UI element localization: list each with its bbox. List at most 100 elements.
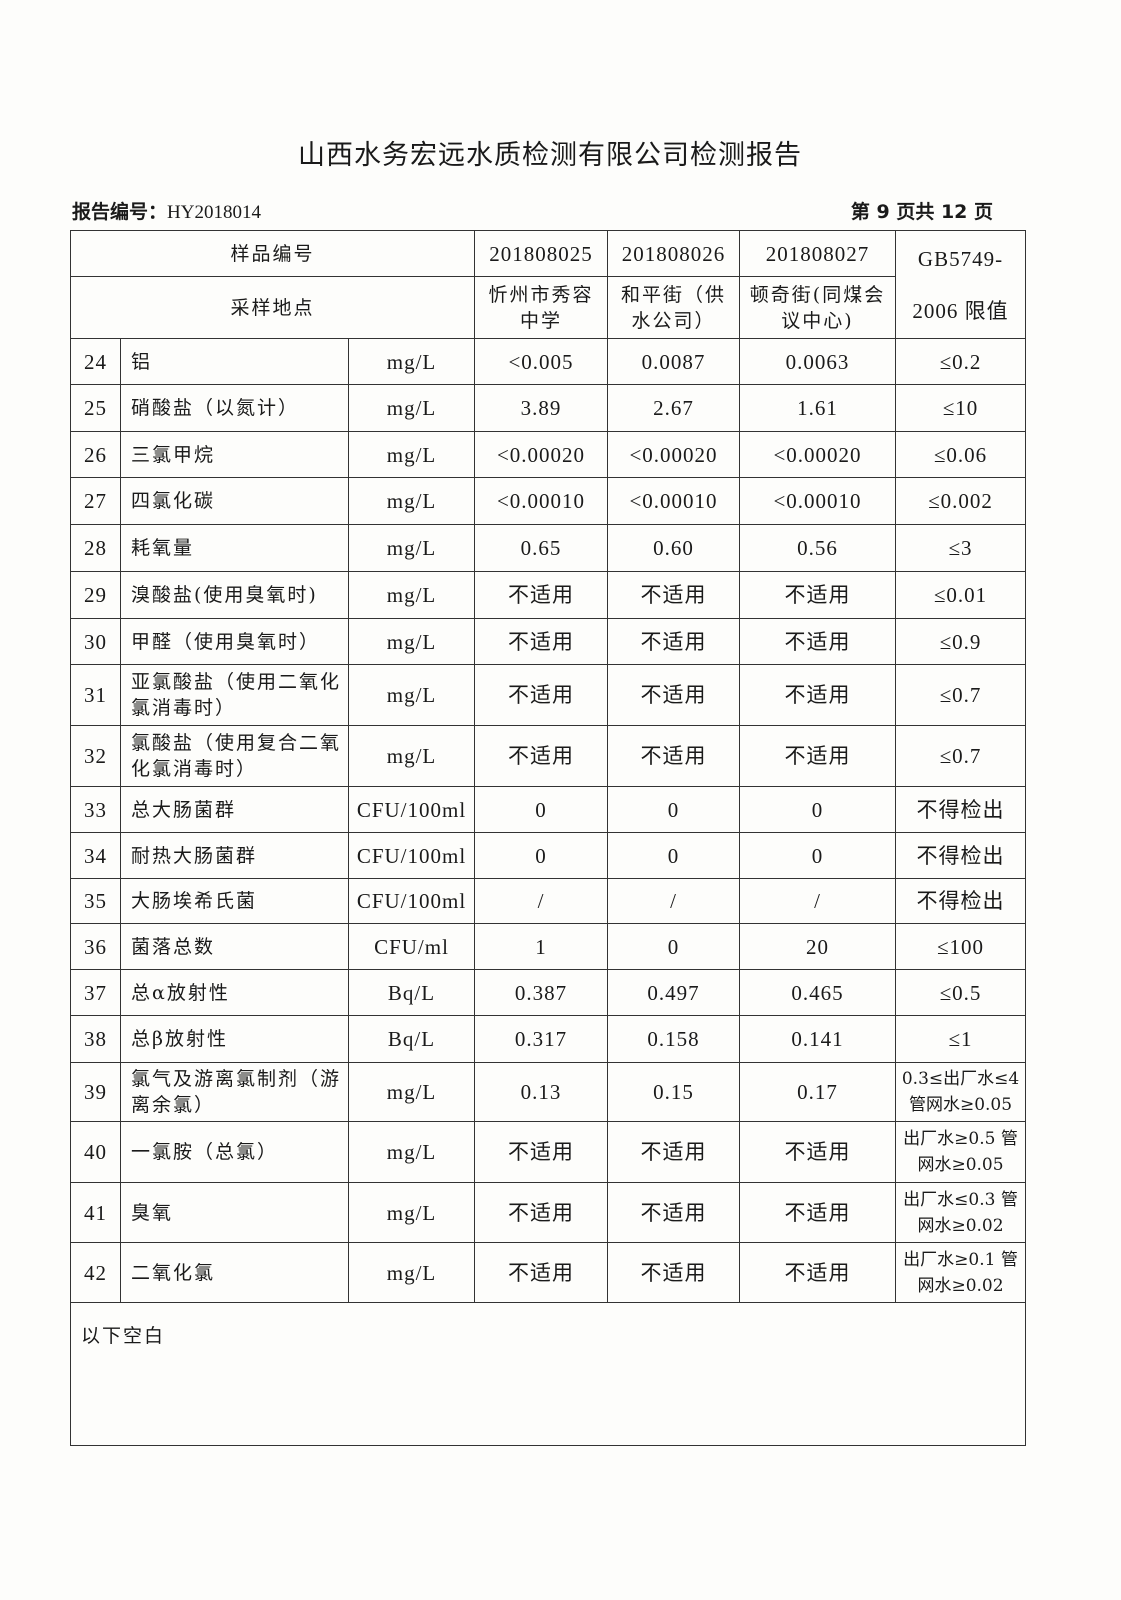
sample-value: 0.141	[739, 1015, 897, 1063]
item-unit: mg/L	[347, 431, 476, 478]
item-name: 臭氧	[120, 1182, 349, 1243]
item-name: 铝	[120, 338, 349, 385]
item-number: 25	[70, 384, 121, 432]
table-row: 36 菌落总数 CFU/ml 1 0 20 ≤100	[70, 923, 1027, 970]
sample-no: 201808026	[607, 230, 741, 277]
sample-no: 201808027	[739, 230, 897, 277]
sample-value: 0	[607, 832, 741, 879]
sample-value: 0.13	[474, 1062, 609, 1122]
footer-note: 以下空白	[69, 1302, 1027, 1446]
sample-value: 0.60	[607, 524, 741, 572]
limit-value: ≤0.002	[895, 477, 1027, 525]
sample-value: 不适用	[739, 1121, 897, 1183]
item-number: 36	[70, 923, 121, 970]
sample-value: 0.317	[474, 1015, 609, 1063]
sample-value: <0.00010	[607, 477, 741, 525]
item-unit: mg/L	[347, 477, 476, 525]
item-name: 氯酸盐（使用复合二氧化氯消毒时）	[120, 725, 349, 787]
item-number: 31	[70, 664, 121, 726]
sample-value: /	[739, 878, 897, 924]
item-unit: mg/L	[347, 571, 476, 619]
location-label: 采样地点	[69, 276, 476, 339]
limit-header: GB5749-2006 限值	[895, 230, 1027, 339]
sample-value: 0.0087	[607, 338, 741, 385]
table-row: 29 溴酸盐(使用臭氧时) mg/L 不适用 不适用 不适用 ≤0.01	[70, 571, 1027, 619]
sample-value: 0.158	[607, 1015, 741, 1063]
table-row: 34 耐热大肠菌群 CFU/100ml 0 0 0 不得检出	[70, 832, 1027, 879]
item-name: 大肠埃希氏菌	[120, 878, 349, 924]
sample-location: 顿奇街(同煤会议中心)	[739, 276, 897, 339]
sample-value: 0.0063	[739, 338, 897, 385]
sample-value: 0	[607, 923, 741, 970]
item-number: 39	[70, 1062, 121, 1122]
limit-value: 出厂水≥0.5 管网水≥0.05	[895, 1121, 1027, 1183]
limit-value: ≤0.9	[895, 618, 1027, 665]
sample-value: 0	[474, 832, 609, 879]
item-number: 24	[70, 338, 121, 385]
sample-value: 不适用	[474, 725, 609, 787]
sample-value: /	[474, 878, 609, 924]
footer-row: 以下空白	[69, 1302, 1027, 1446]
item-unit: CFU/ml	[347, 923, 476, 970]
item-name: 总β放射性	[120, 1015, 349, 1063]
sample-value: 不适用	[739, 1182, 897, 1243]
item-number: 34	[70, 832, 121, 879]
table-row: 31 亚氯酸盐（使用二氧化氯消毒时） mg/L 不适用 不适用 不适用 ≤0.7	[70, 664, 1027, 726]
table-row: 39 氯气及游离氯制剂（游离余氯） mg/L 0.13 0.15 0.17 0.3≤出厂水≤…	[70, 1062, 1027, 1122]
limit-value: ≤0.5	[895, 969, 1027, 1016]
sample-value: 0.465	[739, 969, 897, 1016]
item-name: 硝酸盐（以氮计）	[120, 384, 349, 432]
item-unit: mg/L	[347, 1062, 476, 1122]
item-name: 总α放射性	[120, 969, 349, 1016]
item-name: 三氯甲烷	[120, 431, 349, 478]
item-name: 一氯胺（总氯）	[120, 1121, 349, 1183]
table-row: 30 甲醛（使用臭氧时） mg/L 不适用 不适用 不适用 ≤0.9	[70, 618, 1027, 665]
table-row: 32 氯酸盐（使用复合二氧化氯消毒时） mg/L 不适用 不适用 不适用 ≤0.7	[70, 725, 1027, 787]
item-name: 二氧化氯	[120, 1242, 349, 1303]
report-number-label: 报告编号：	[72, 201, 168, 223]
sample-value: 0	[607, 786, 741, 833]
header-row-sample-no: 样品编号 201808025 201808026 201808027 GB574…	[69, 230, 1027, 339]
item-name: 总大肠菌群	[120, 786, 349, 833]
sample-value: <0.00020	[607, 431, 741, 478]
sample-no: 201808025	[474, 230, 609, 277]
sample-value: 0.15	[607, 1062, 741, 1122]
limit-value: ≤3	[895, 524, 1027, 572]
item-unit: mg/L	[347, 338, 476, 385]
item-number: 35	[70, 878, 121, 924]
table-row: 41 臭氧 mg/L 不适用 不适用 不适用 出厂水≤0.3 管网水≥0.02	[70, 1182, 1027, 1243]
report-number-value: HY2018014	[167, 202, 261, 223]
sample-value: <0.005	[474, 338, 609, 385]
item-number: 32	[70, 725, 121, 787]
sample-value: 0.56	[739, 524, 897, 572]
limit-value: ≤0.2	[895, 338, 1027, 385]
limit-value: ≤0.7	[895, 725, 1027, 787]
table-row: 26 三氯甲烷 mg/L <0.00020 <0.00020 <0.00020 ≤0.06	[70, 431, 1027, 478]
sample-value: 0.497	[607, 969, 741, 1016]
sample-value: 不适用	[607, 571, 741, 619]
item-name: 耗氧量	[120, 524, 349, 572]
sample-location: 和平街（供水公司）	[607, 276, 741, 339]
item-number: 29	[70, 571, 121, 619]
item-number: 37	[70, 969, 121, 1016]
item-unit: mg/L	[347, 1182, 476, 1243]
sample-value: <0.00020	[739, 431, 897, 478]
sample-value: 不适用	[474, 1121, 609, 1183]
limit-value: 出厂水≤0.3 管网水≥0.02	[895, 1182, 1027, 1243]
table-row: 28 耗氧量 mg/L 0.65 0.60 0.56 ≤3	[70, 524, 1027, 572]
item-name: 菌落总数	[120, 923, 349, 970]
sample-value: 3.89	[474, 384, 609, 432]
header-row-location: 采样地点 忻州市秀容中学 和平街（供水公司） 顿奇街(同煤会议中心)	[69, 276, 1026, 339]
limit-value: 不得检出	[895, 878, 1027, 924]
table-row: 33 总大肠菌群 CFU/100ml 0 0 0 不得检出	[70, 786, 1027, 833]
sample-value: 0.387	[474, 969, 609, 1016]
limit-value: ≤1	[895, 1015, 1027, 1063]
sample-value: 不适用	[474, 571, 609, 619]
table-row: 37 总α放射性 Bq/L 0.387 0.497 0.465 ≤0.5	[70, 969, 1027, 1016]
item-number: 30	[70, 618, 121, 665]
results-table: 样品编号 201808025 201808026 201808027 GB574…	[69, 230, 1027, 1446]
sample-location: 忻州市秀容中学	[474, 276, 609, 339]
sample-value: 不适用	[474, 1182, 609, 1243]
item-unit: mg/L	[347, 1121, 476, 1183]
sample-value: 0	[739, 832, 897, 879]
